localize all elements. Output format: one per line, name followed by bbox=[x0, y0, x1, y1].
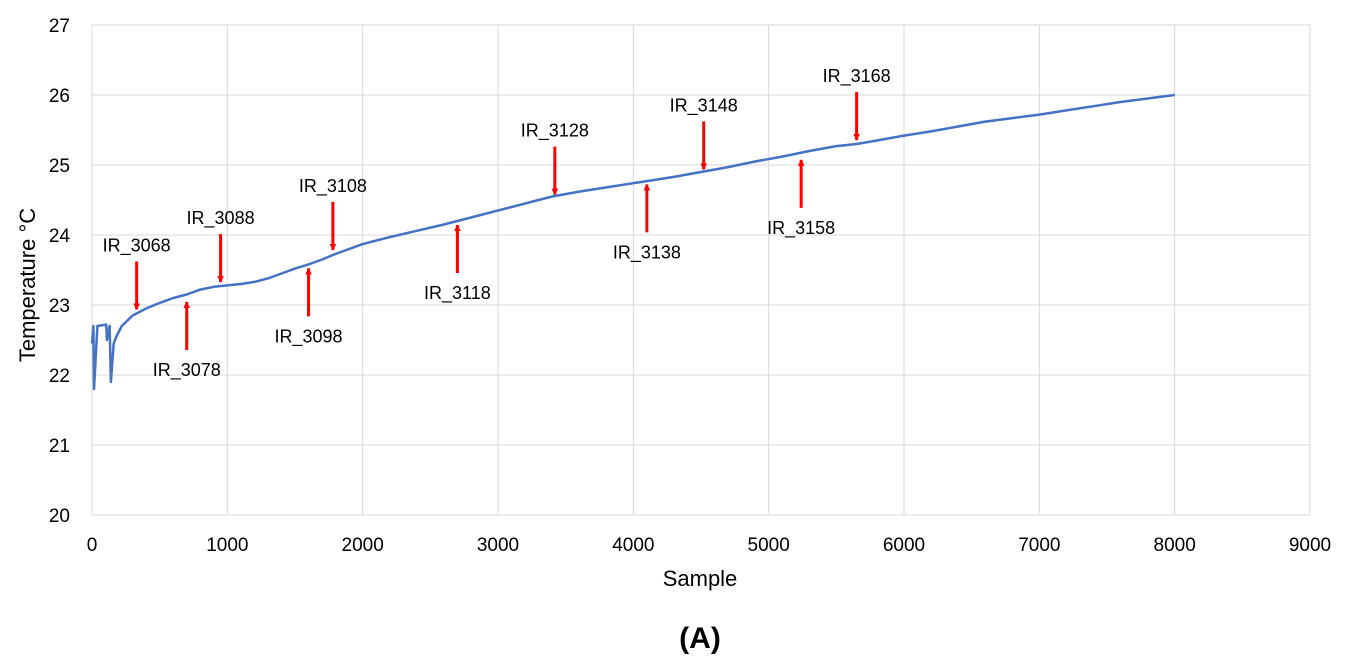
annotation-label: IR_3098 bbox=[275, 326, 343, 347]
x-tick-label: 6000 bbox=[883, 535, 925, 556]
x-tick-label: 5000 bbox=[748, 535, 790, 556]
y-tick-label: 26 bbox=[49, 86, 70, 107]
x-tick-label: 9000 bbox=[1289, 535, 1331, 556]
x-tick-label: 3000 bbox=[477, 535, 519, 556]
annotation-ir-3168: IR_3168 bbox=[823, 66, 891, 141]
x-tick-label: 4000 bbox=[612, 535, 654, 556]
y-tick-label: 23 bbox=[49, 296, 70, 317]
annotation-label: IR_3078 bbox=[153, 360, 221, 381]
annotation-ir-3158: IR_3158 bbox=[767, 159, 835, 239]
annotation-label: IR_3118 bbox=[424, 283, 491, 304]
y-axis-title: Temperature °C bbox=[15, 208, 40, 362]
annotation-label: IR_3128 bbox=[521, 121, 589, 142]
y-tick-label: 20 bbox=[49, 506, 70, 527]
annotation-label: IR_3138 bbox=[613, 242, 681, 263]
annotation-ir-3148: IR_3148 bbox=[670, 95, 738, 171]
annotation-ir-3078: IR_3078 bbox=[153, 301, 221, 381]
temperature-series-line bbox=[90, 93, 1175, 391]
x-tick-label: 7000 bbox=[1018, 535, 1060, 556]
series-lines bbox=[90, 93, 1175, 391]
annotation-label: IR_3088 bbox=[187, 208, 255, 229]
annotation-ir-3088: IR_3088 bbox=[187, 208, 255, 283]
annotation-ir-3118: IR_3118 bbox=[424, 224, 491, 304]
x-tick-label: 0 bbox=[87, 535, 98, 556]
annotation-label: IR_3148 bbox=[670, 95, 738, 116]
x-tick-labels: 0 1000 2000 3000 4000 5000 6000 7000 8000 9000 bbox=[87, 535, 1331, 556]
y-tick-label: 22 bbox=[49, 366, 70, 387]
annotation-label: IR_3158 bbox=[767, 218, 835, 239]
y-tick-labels: 20 21 22 23 24 25 26 27 bbox=[49, 16, 71, 527]
annotation-ir-3068: IR_3068 bbox=[103, 235, 171, 311]
annotation-ir-3128: IR_3128 bbox=[521, 121, 589, 196]
annotation-ir-3108: IR_3108 bbox=[299, 176, 367, 251]
y-tick-label: 25 bbox=[49, 156, 70, 177]
annotation-label: IR_3068 bbox=[103, 235, 171, 256]
x-tick-label: 8000 bbox=[1154, 535, 1196, 556]
x-axis-title: Sample bbox=[663, 566, 738, 591]
x-tick-label: 1000 bbox=[206, 535, 248, 556]
annotation-label: IR_3168 bbox=[823, 66, 891, 87]
annotations: IR_3068 IR_3078 IR_3088 IR_3098 IR_3108 IR_31… bbox=[103, 66, 891, 381]
annotation-ir-3098: IR_3098 bbox=[275, 267, 343, 347]
x-tick-label: 2000 bbox=[342, 535, 384, 556]
panel-label: (A) bbox=[679, 622, 721, 655]
y-tick-label: 21 bbox=[49, 436, 70, 457]
annotation-label: IR_3108 bbox=[299, 176, 367, 197]
y-tick-label: 24 bbox=[49, 226, 71, 247]
y-tick-label: 27 bbox=[49, 16, 70, 37]
annotation-ir-3138: IR_3138 bbox=[613, 183, 681, 263]
